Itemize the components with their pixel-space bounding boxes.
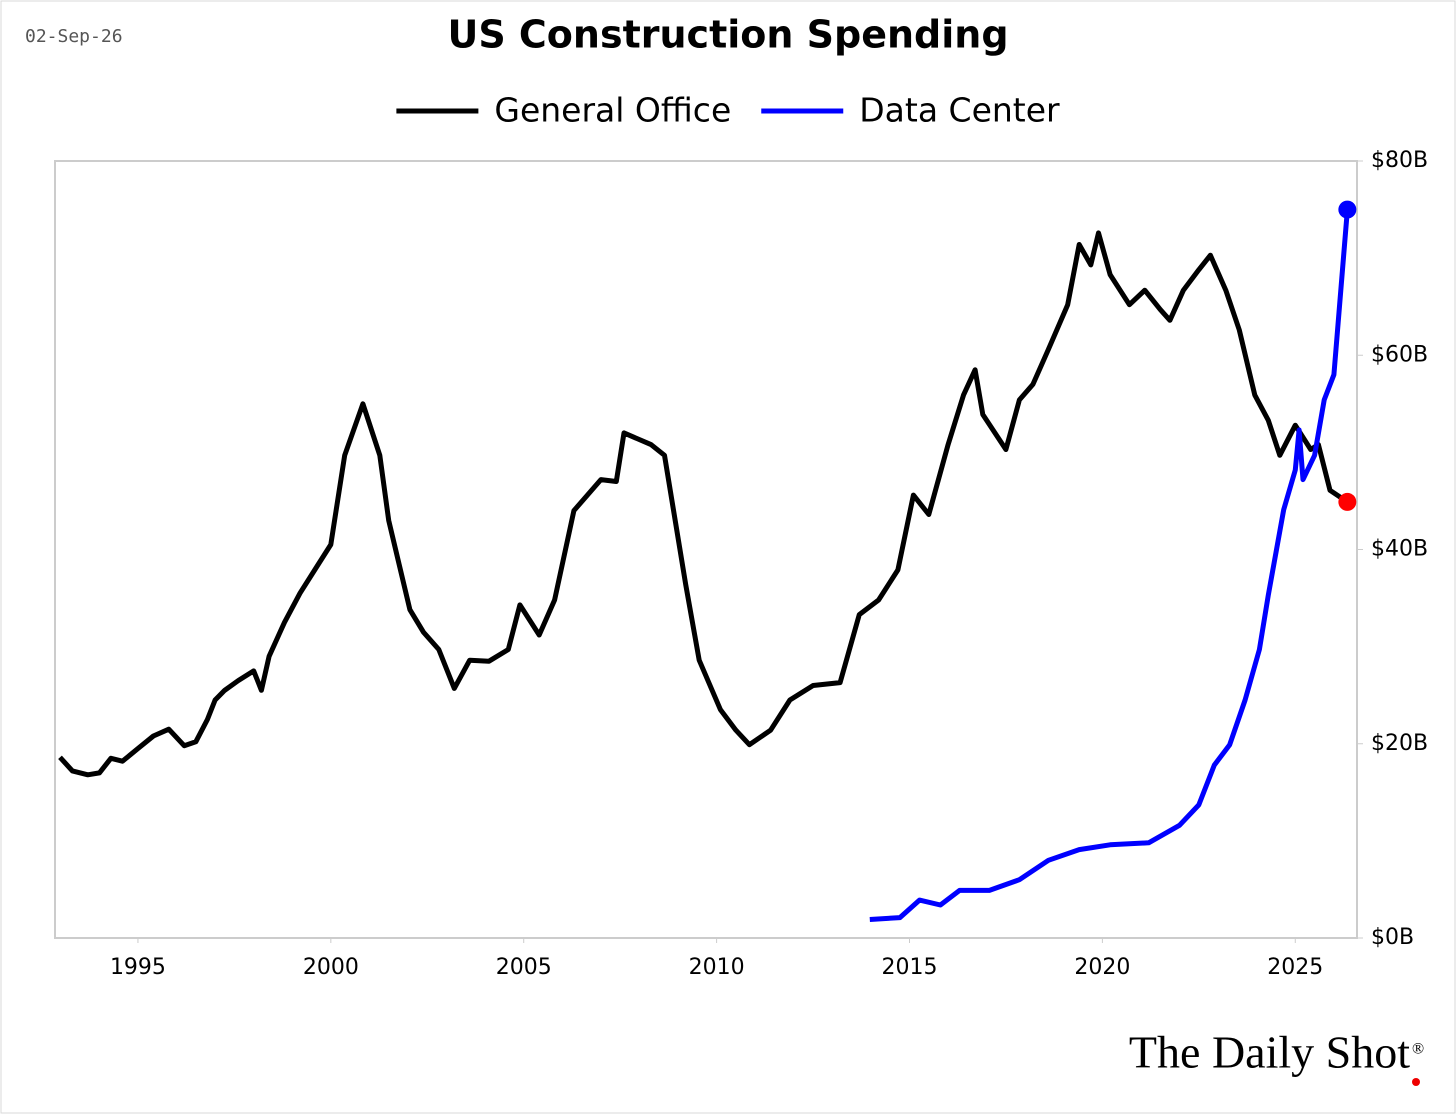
- x-tick-label: 2015: [881, 955, 937, 980]
- legend-label: Data Center: [859, 91, 1060, 130]
- chart-title: US Construction Spending: [447, 13, 1008, 57]
- x-tick-label: 2010: [689, 955, 745, 980]
- y-tick-label: $20B: [1371, 731, 1428, 756]
- y-tick-label: $60B: [1371, 342, 1428, 367]
- x-tick-label: 2000: [303, 955, 359, 980]
- end-marker: [1338, 200, 1357, 219]
- series-line: [58, 230, 1349, 778]
- x-tick-label: 2005: [496, 955, 552, 980]
- y-tick-label: $0B: [1371, 925, 1414, 950]
- y-tick-label: $40B: [1371, 537, 1428, 562]
- date-stamp: 02-Sep-26: [25, 26, 123, 47]
- end-marker: [1338, 492, 1357, 511]
- legend-item: Data Center: [761, 91, 1060, 130]
- legend-item: General Office: [396, 91, 731, 130]
- brand-registered: ®: [1412, 1041, 1424, 1058]
- brand-logo: The Daily Shot: [1129, 1027, 1410, 1078]
- brand-dot: [1412, 1078, 1420, 1086]
- legend-label: General Office: [494, 91, 731, 130]
- x-tick-label: 2025: [1267, 955, 1323, 980]
- y-tick-label: $80B: [1371, 148, 1428, 173]
- x-tick-label: 2020: [1074, 955, 1130, 980]
- x-tick-label: 1995: [110, 955, 166, 980]
- legend: General Office Data Center: [396, 91, 1060, 130]
- series-line: [869, 209, 1350, 922]
